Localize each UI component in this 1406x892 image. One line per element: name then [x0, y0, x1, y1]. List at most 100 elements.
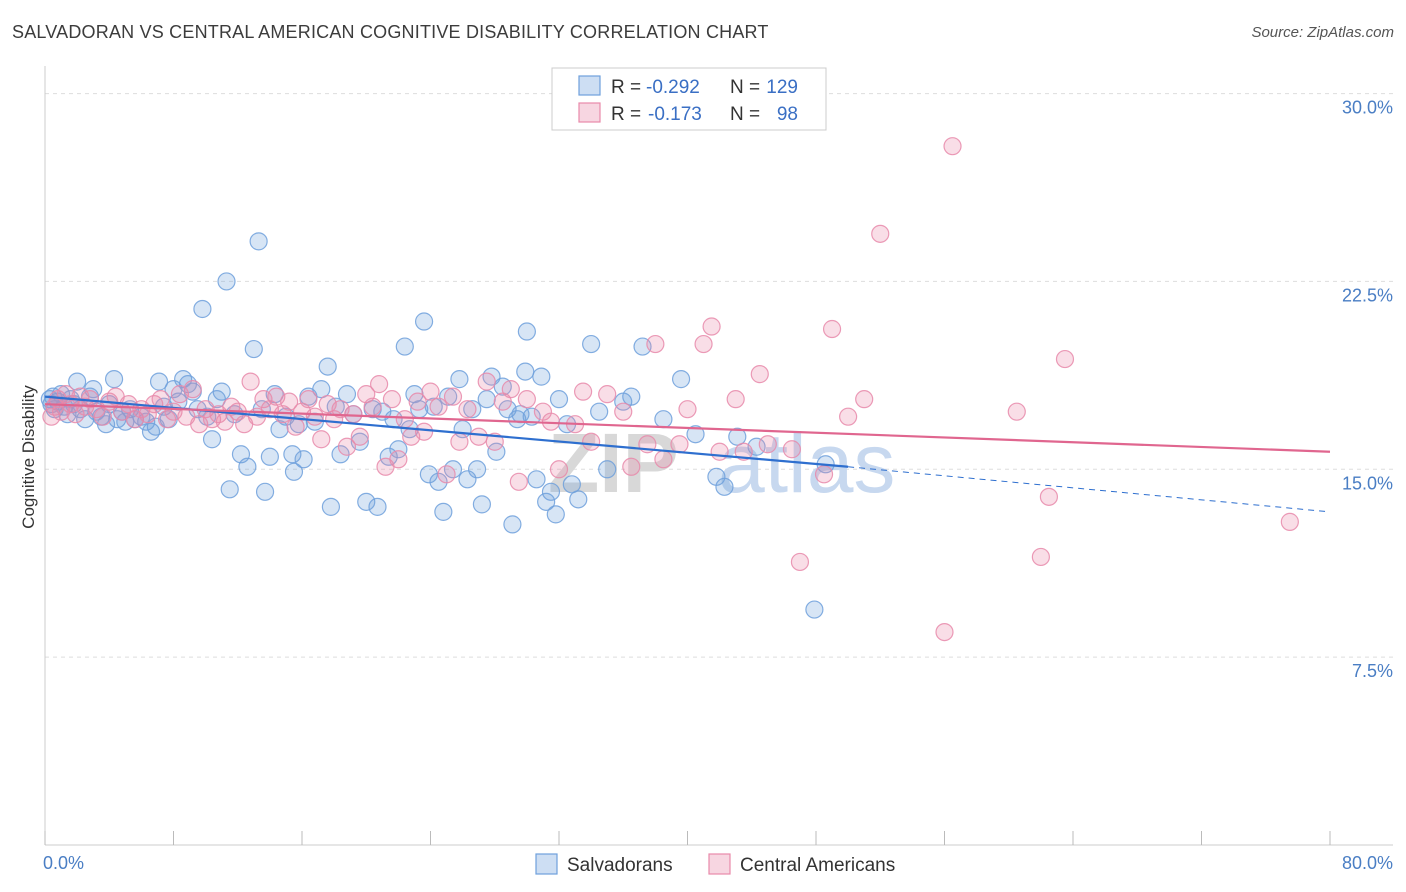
point-central-americans-95: [758, 435, 777, 454]
point-central-americans-106: [1031, 547, 1050, 567]
point-central-americans-51: [350, 427, 369, 446]
point-central-americans-86: [654, 450, 673, 469]
y-axis-label: Cognitive Disability: [19, 385, 38, 529]
point-central-americans-43: [299, 390, 318, 409]
y-tick-label-3: 7.5%: [1352, 661, 1393, 681]
point-central-americans-105: [1007, 402, 1026, 421]
legend-r-value-central-americans: -0.173: [648, 104, 702, 125]
bottom-legend-label-central-americans: Central Americans: [740, 855, 895, 876]
point-central-americans-68: [469, 427, 488, 446]
point-salvadorans-56: [283, 445, 302, 464]
point-central-americans-58: [395, 410, 414, 429]
point-salvadorans-77: [395, 337, 414, 356]
point-central-americans-60: [408, 392, 427, 411]
point-salvadorans-88: [450, 370, 469, 389]
point-salvadorans-112: [562, 475, 581, 494]
point-salvadorans-19: [104, 370, 124, 389]
point-central-americans-81: [598, 385, 617, 404]
series-legend: Salvadorans Central Americans: [535, 853, 895, 876]
point-central-americans-69: [477, 372, 496, 391]
point-salvadorans-64: [321, 497, 341, 516]
y-tick-label-1: 22.5%: [1342, 285, 1393, 305]
point-salvadorans-66: [331, 445, 350, 464]
point-salvadorans-91: [463, 400, 482, 419]
point-salvadorans-110: [549, 390, 569, 409]
trend-lines: [44, 395, 1331, 513]
point-central-americans-63: [429, 397, 448, 416]
point-salvadorans-86: [439, 387, 458, 406]
point-salvadorans-116: [598, 460, 617, 479]
trend-extension-salvadorans: [848, 466, 1331, 513]
point-salvadorans-120: [654, 410, 673, 429]
point-salvadorans-94: [477, 390, 496, 409]
point-salvadorans-115: [590, 402, 609, 421]
point-central-americans-65: [443, 387, 463, 406]
axes: [44, 66, 1393, 846]
point-salvadorans-93: [472, 495, 491, 514]
legend-n-value-central-americans: 98: [777, 104, 798, 125]
point-salvadorans-125: [728, 427, 747, 446]
point-salvadorans-48: [244, 339, 263, 359]
point-central-americans-45: [312, 430, 331, 449]
point-salvadorans-70: [357, 492, 376, 511]
point-central-americans-104: [943, 137, 962, 156]
point-central-americans-57: [389, 450, 408, 469]
y-tick-labels: 30.0% 22.5% 15.0% 7.5%: [1342, 98, 1393, 682]
point-central-americans-82: [614, 402, 633, 421]
point-central-americans-66: [450, 432, 469, 451]
point-salvadorans-106: [532, 367, 551, 386]
legend-n-label-central-americans: N =: [730, 104, 760, 125]
chart-source: Source: ZipAtlas.com: [1251, 24, 1394, 41]
point-salvadorans-105: [527, 470, 546, 489]
point-salvadorans-109: [546, 505, 565, 524]
point-central-americans-103: [935, 622, 954, 642]
point-salvadorans-43: [217, 272, 236, 291]
point-central-americans-108: [1055, 349, 1075, 369]
x-tick-max: 80.0%: [1342, 853, 1393, 873]
point-central-americans-80: [582, 432, 601, 451]
point-central-americans-0: [42, 407, 61, 426]
point-salvadorans-81: [414, 312, 434, 331]
point-central-americans-73: [509, 472, 528, 491]
point-central-americans-50: [344, 405, 363, 424]
legend-swatch-central-americans: [578, 102, 601, 123]
point-central-americans-102: [871, 224, 890, 243]
point-salvadorans-99: [503, 515, 522, 534]
point-central-americans-67: [458, 400, 477, 419]
point-central-americans-74: [517, 390, 536, 409]
legend-r-label-salvadorans: R =: [611, 77, 641, 98]
point-central-americans-3: [51, 402, 71, 421]
point-salvadorans-67: [337, 385, 357, 404]
legend-n-value-salvadorans: 129: [766, 77, 798, 98]
point-central-americans-100: [839, 407, 858, 426]
point-salvadorans-27: [141, 422, 161, 441]
point-salvadorans-49: [249, 232, 268, 251]
point-salvadorans-102: [516, 362, 535, 381]
point-central-americans-61: [414, 422, 434, 441]
point-salvadorans-118: [622, 387, 641, 406]
point-salvadorans-85: [434, 502, 453, 521]
point-salvadorans-124: [715, 477, 734, 496]
point-salvadorans-76: [389, 440, 408, 459]
point-salvadorans-40: [202, 430, 222, 449]
point-salvadorans-121: [671, 370, 691, 389]
point-salvadorans-44: [220, 480, 239, 499]
point-central-americans-101: [855, 390, 874, 409]
legend-swatch-salvadorans: [578, 75, 601, 96]
point-salvadorans-47: [238, 457, 257, 476]
point-central-americans-96: [782, 440, 802, 459]
legend-n-label-salvadorans: N =: [730, 77, 760, 98]
stats-legend: R = -0.292 N = 129 R = -0.173 N = 98: [551, 67, 827, 131]
point-central-americans-11: [93, 407, 112, 426]
point-salvadorans-52: [260, 447, 279, 466]
legend-r-value-salvadorans: -0.292: [646, 77, 700, 98]
point-salvadorans-114: [582, 334, 601, 354]
point-salvadorans-108: [541, 482, 561, 501]
y-tick-label-0: 30.0%: [1342, 98, 1393, 118]
point-salvadorans-38: [193, 299, 212, 319]
stats-legend-box: [551, 67, 827, 131]
point-central-americans-97: [790, 552, 810, 572]
x-tick-min: 0.0%: [43, 853, 84, 873]
point-central-americans-99: [822, 319, 842, 339]
point-central-americans-49: [337, 437, 357, 456]
